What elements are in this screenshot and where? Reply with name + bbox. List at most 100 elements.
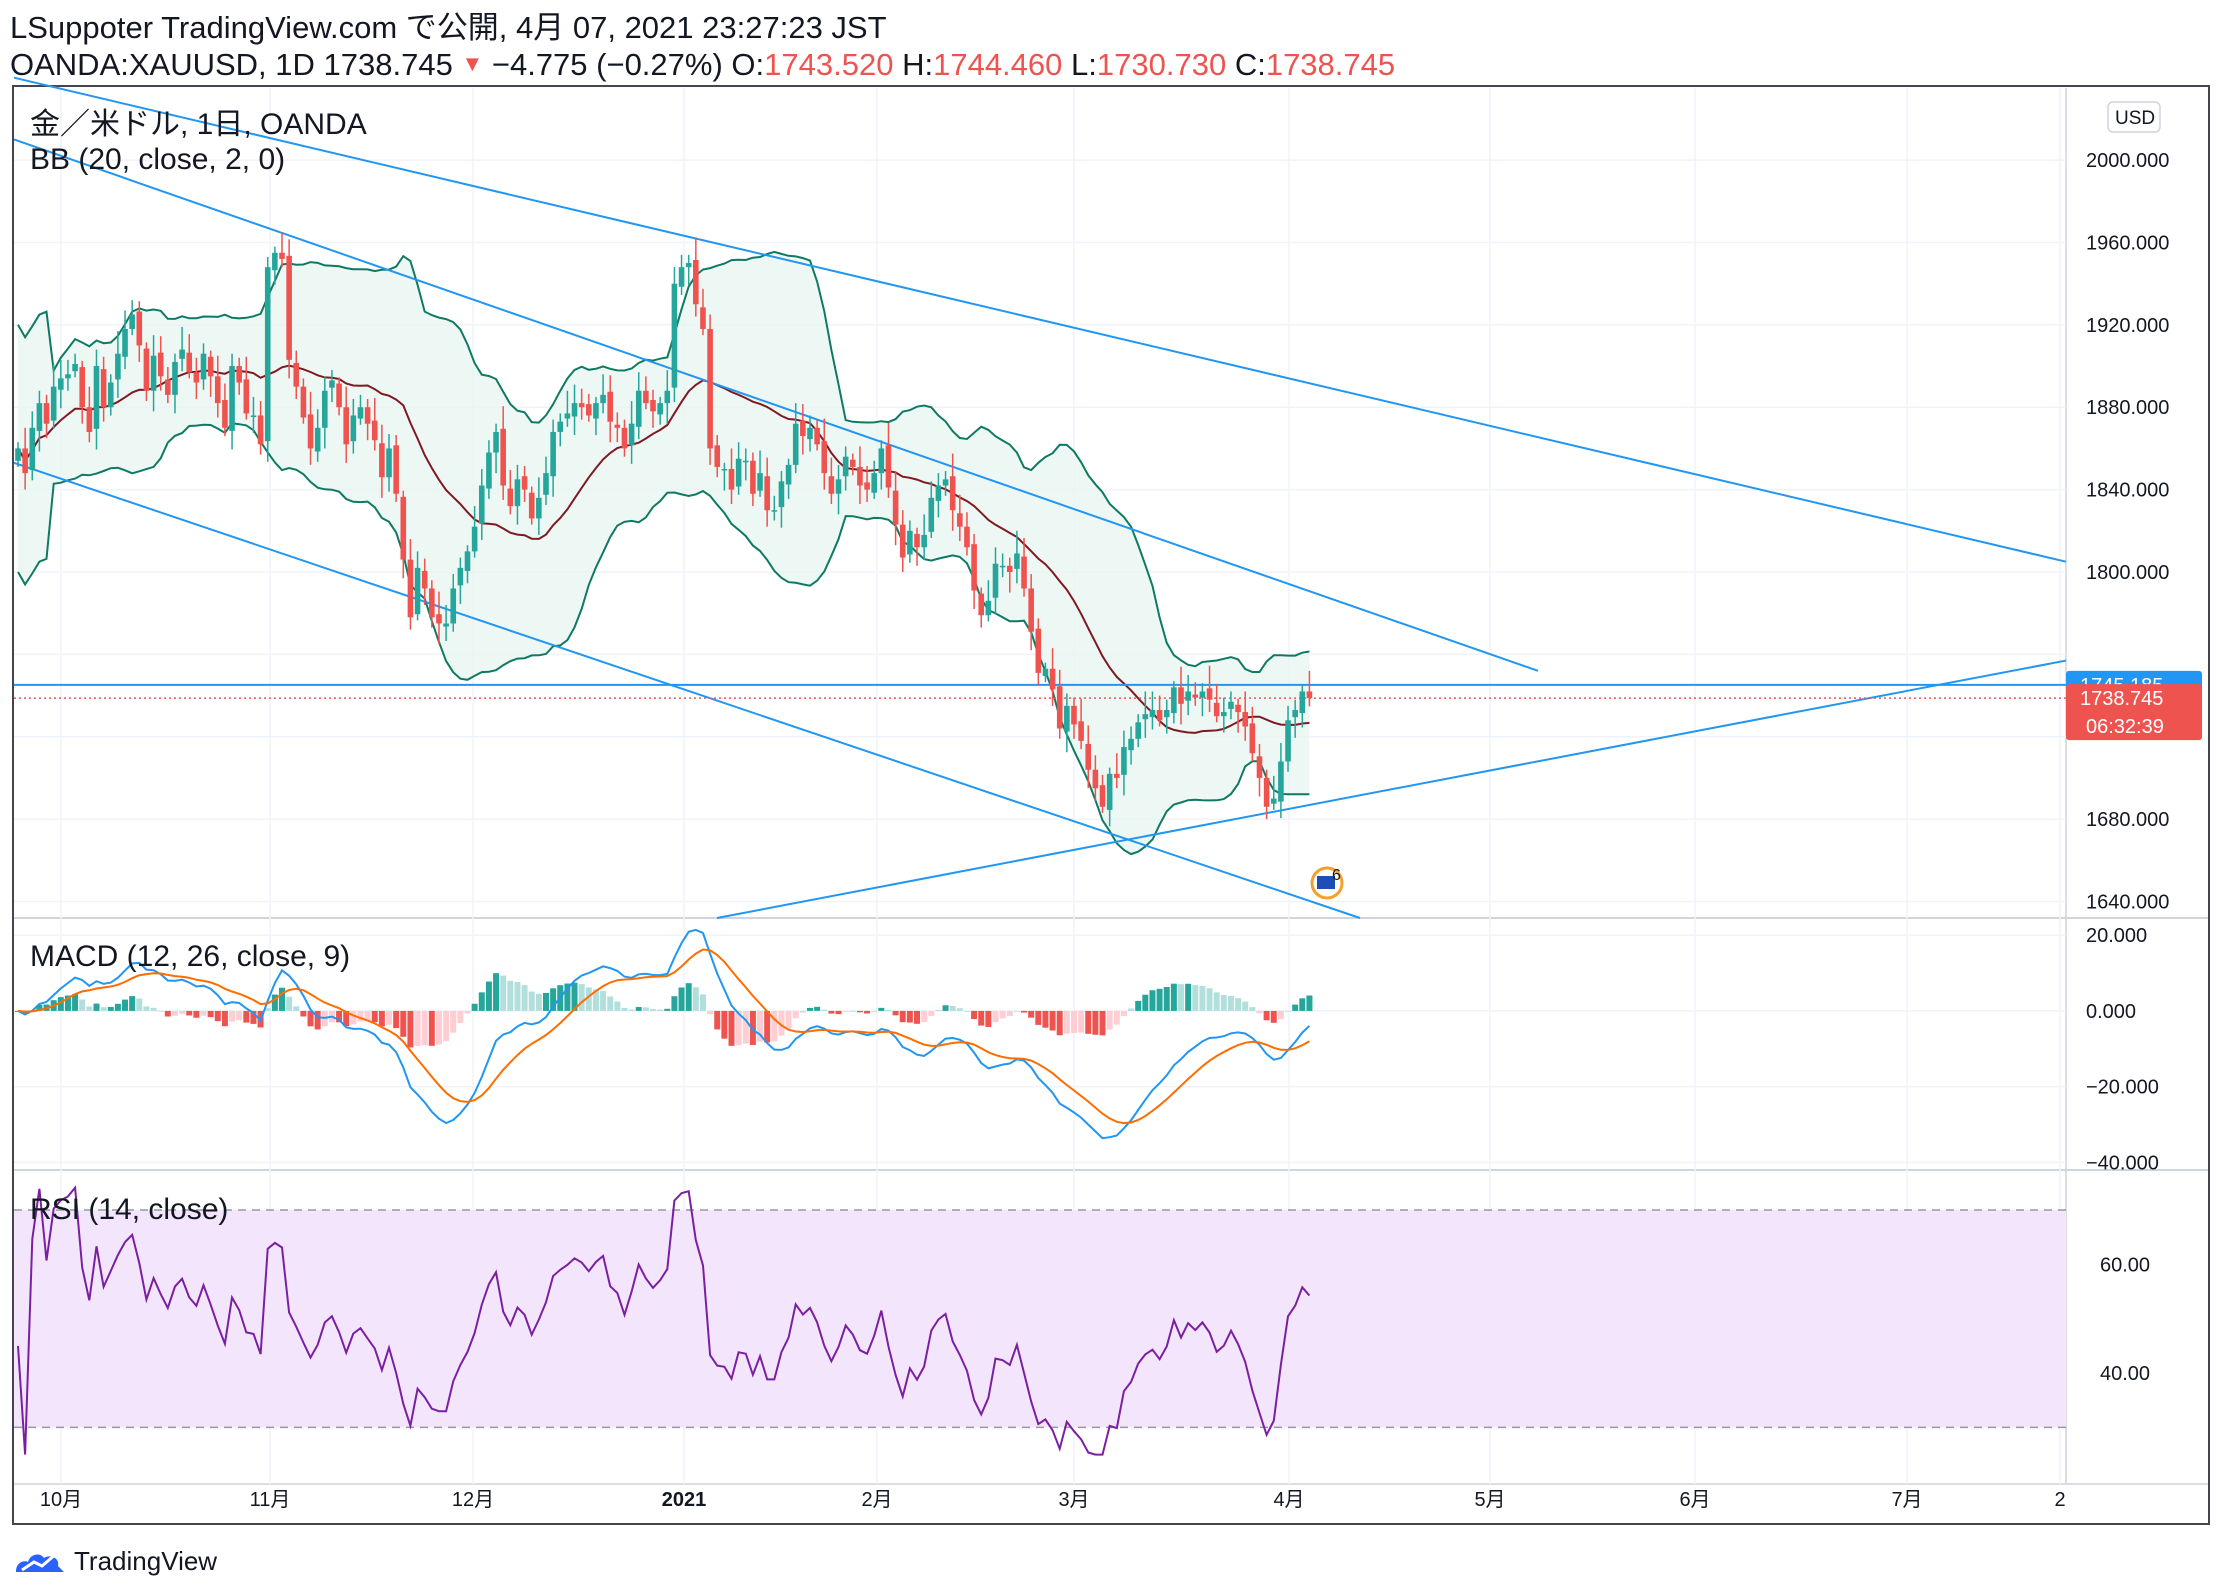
macd-histogram-bar [992, 1010, 999, 1023]
candle-body [771, 510, 778, 512]
candle-body [892, 490, 899, 525]
candle-body [193, 372, 200, 383]
countdown-label: 06:32:39 [2086, 716, 2164, 738]
macd-histogram-bar [892, 1010, 899, 1016]
macd-histogram-bar [100, 1007, 107, 1011]
macd-histogram-bar [521, 985, 528, 1011]
chart-frame[interactable] [12, 85, 2210, 1525]
candle-body [150, 355, 157, 391]
macd-histogram-bar [79, 999, 86, 1011]
macd-histogram-bar [157, 1010, 164, 1012]
candle-body [714, 445, 721, 467]
candle-body [914, 533, 920, 548]
macd-histogram-bar [1306, 995, 1313, 1011]
candle-body [136, 311, 143, 346]
macd-histogram-bar [771, 1010, 778, 1042]
candle-body [329, 380, 335, 388]
macd-histogram-bar [878, 1007, 885, 1011]
macd-histogram-bar [443, 1010, 450, 1042]
candle-body [322, 390, 328, 428]
channel-upper-trendline [13, 76, 2067, 563]
macd-histogram-bar [735, 1010, 742, 1046]
candle-body [1256, 756, 1263, 778]
candle-body [785, 464, 792, 485]
candle-body [507, 488, 514, 507]
candle-body [550, 431, 556, 477]
macd-axis-tick-label: −20.000 [2086, 1077, 2159, 1099]
candle-body [43, 403, 50, 424]
macd-histogram-bar [671, 996, 678, 1011]
candle-body [478, 485, 485, 524]
macd-histogram-bar [207, 1010, 214, 1018]
candle-body [821, 441, 828, 474]
footer-brand[interactable]: TradingView [14, 1541, 217, 1581]
symbol-text: OANDA:XAUUSD, 1D 1738.745 [10, 47, 453, 82]
macd-histogram-bar [343, 1010, 350, 1027]
macd-histogram-bar [86, 1006, 93, 1011]
macd-histogram-bar [221, 1010, 228, 1027]
macd-histogram-bar [286, 996, 293, 1011]
time-axis-tick-label: 6月 [1679, 1489, 1710, 1511]
macd-histogram-bar [592, 989, 599, 1011]
candle-body [828, 476, 835, 494]
macd-histogram-bar [1035, 1010, 1042, 1025]
candle-body [1221, 712, 1227, 717]
macd-histogram-bar [778, 1010, 785, 1036]
macd-histogram-bar [1078, 1010, 1085, 1033]
macd-histogram-bar [642, 1007, 649, 1011]
time-axis-tick-label: 5月 [1474, 1489, 1505, 1511]
macd-histogram-bar [414, 1010, 421, 1047]
candle-body [1113, 773, 1120, 778]
candle-body [371, 420, 378, 441]
candle-body [1099, 785, 1106, 807]
candle-body [22, 448, 28, 474]
candle-body [222, 400, 228, 428]
macd-histogram-bar [450, 1010, 457, 1033]
candle-body [471, 526, 478, 552]
macd-histogram-bar [1128, 1008, 1135, 1011]
macd-histogram-bar [821, 1009, 828, 1011]
candle-body [1178, 687, 1184, 704]
candle-body [971, 544, 977, 591]
time-axis-tick-label: 2021 [662, 1489, 707, 1511]
macd-histogram-bar [828, 1010, 835, 1014]
low-label: L: [1071, 47, 1097, 82]
candle-body [236, 366, 242, 383]
candle-body [899, 524, 906, 558]
macd-histogram-bar [806, 1007, 813, 1011]
rsi-pane-title[interactable]: RSI (14, close) [30, 1193, 229, 1226]
macd-histogram-bar [114, 1003, 121, 1011]
candle-body [1199, 691, 1206, 698]
macd-histogram-bar [250, 1010, 257, 1024]
macd-pane-title[interactable]: MACD (12, 26, close, 9) [30, 940, 351, 973]
candle-body [685, 263, 692, 268]
candle-body [429, 588, 435, 618]
macd-histogram-bar [378, 1010, 385, 1027]
open-label: O: [731, 47, 765, 82]
macd-histogram-bar [1042, 1010, 1049, 1028]
macd-histogram-bar [1120, 1010, 1127, 1017]
candle-body [978, 593, 985, 616]
candle-body [949, 476, 956, 511]
candle-body [528, 492, 535, 519]
candle-body [1285, 720, 1291, 762]
macd-histogram-bar [635, 1007, 642, 1011]
candle-body [600, 394, 606, 404]
macd-histogram-bar [614, 1001, 621, 1011]
candle-body [593, 403, 599, 419]
macd-histogram-bar [1006, 1010, 1013, 1017]
us-flag-icon [1317, 876, 1335, 889]
candle-body [1078, 721, 1084, 741]
candle-body [100, 369, 107, 408]
macd-histogram-bar [942, 1005, 949, 1011]
candle-body [728, 469, 735, 490]
candle-body [650, 400, 656, 412]
macd-histogram-bar [685, 983, 692, 1011]
price-axis-tick-label: 1640.000 [2086, 892, 2169, 914]
macd-histogram-bar [935, 1009, 942, 1011]
bb-indicator-title[interactable]: BB (20, close, 2, 0) [30, 143, 286, 176]
macd-histogram-bar [129, 996, 136, 1011]
macd-histogram-bar [122, 999, 129, 1011]
tradingview-logo-icon [16, 1552, 64, 1572]
